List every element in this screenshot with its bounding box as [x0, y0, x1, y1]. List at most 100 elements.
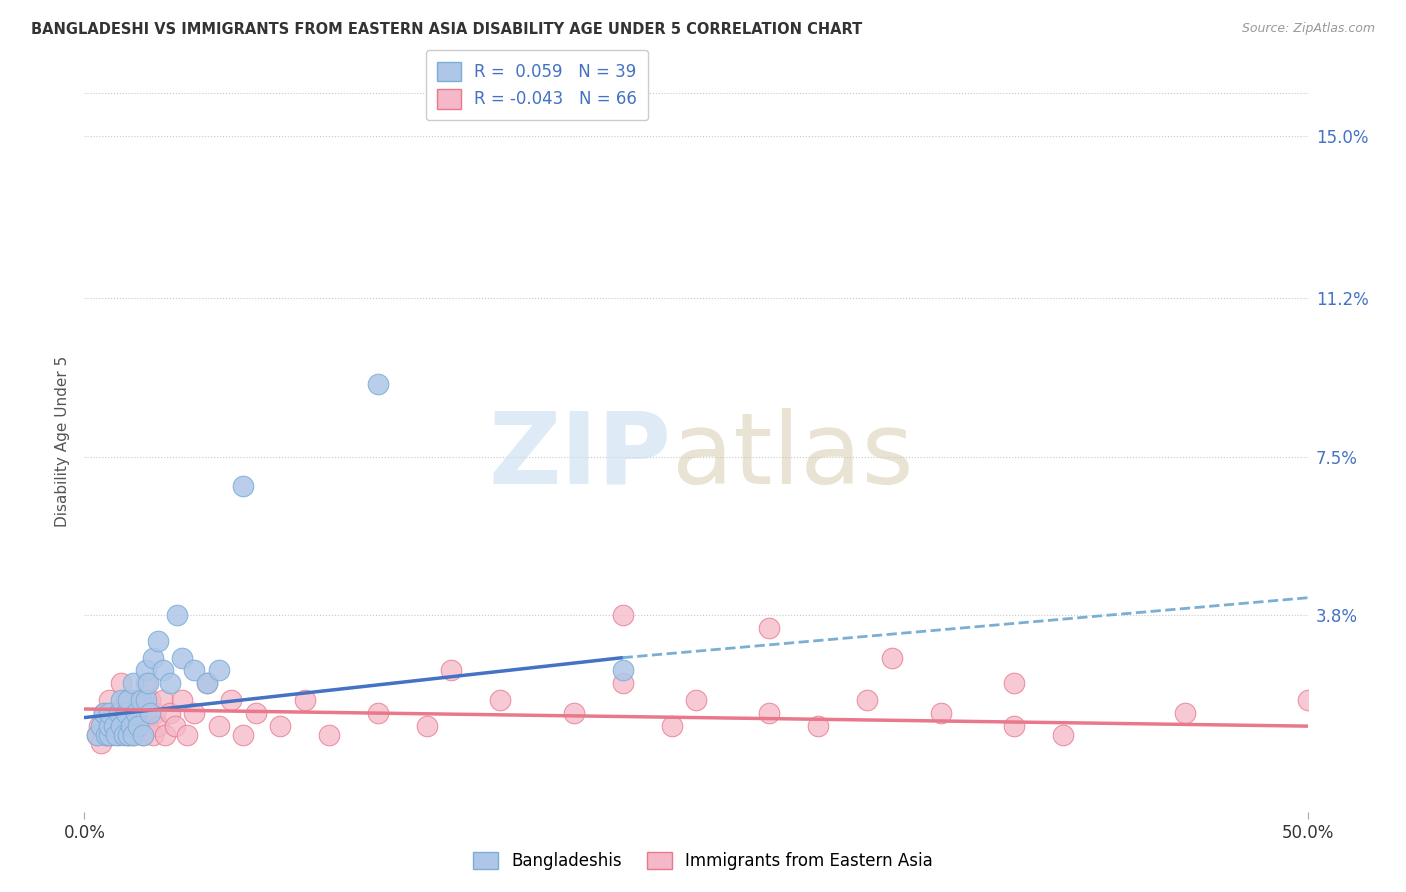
Point: [135, 676, 157, 690]
Point: [122, 693, 145, 707]
Point: [176, 728, 198, 742]
Point: [127, 719, 149, 733]
Point: [120, 719, 142, 733]
Point: [929, 706, 952, 721]
Point: [90, 736, 112, 750]
Point: [1002, 676, 1025, 690]
Point: [122, 728, 145, 742]
Point: [183, 664, 205, 678]
Point: [87, 719, 110, 733]
Point: [208, 719, 231, 733]
Point: [416, 719, 439, 733]
Point: [1174, 706, 1197, 721]
Point: [440, 664, 463, 678]
Point: [1296, 693, 1319, 707]
Legend: Bangladeshis, Immigrants from Eastern Asia: Bangladeshis, Immigrants from Eastern As…: [467, 845, 939, 877]
Point: [96, 728, 118, 742]
Point: [112, 728, 135, 742]
Point: [612, 607, 634, 622]
Point: [318, 728, 340, 742]
Point: [100, 728, 122, 742]
Point: [232, 728, 254, 742]
Point: [166, 607, 188, 622]
Text: BANGLADESHI VS IMMIGRANTS FROM EASTERN ASIA DISABILITY AGE UNDER 5 CORRELATION C: BANGLADESHI VS IMMIGRANTS FROM EASTERN A…: [31, 22, 862, 37]
Point: [112, 719, 135, 733]
Point: [110, 706, 132, 721]
Point: [269, 719, 291, 733]
Point: [136, 719, 159, 733]
Point: [152, 664, 174, 678]
Point: [105, 728, 128, 742]
Point: [195, 676, 218, 690]
Point: [143, 706, 166, 721]
Point: [232, 479, 254, 493]
Point: [132, 728, 155, 742]
Point: [135, 664, 157, 678]
Point: [120, 719, 142, 733]
Point: [107, 706, 129, 721]
Point: [367, 376, 389, 391]
Point: [142, 728, 165, 742]
Point: [97, 719, 120, 733]
Point: [172, 693, 194, 707]
Legend: R =  0.059   N = 39, R = -0.043   N = 66: R = 0.059 N = 39, R = -0.043 N = 66: [426, 50, 648, 120]
Point: [93, 706, 115, 721]
Point: [127, 719, 149, 733]
Point: [612, 664, 634, 678]
Text: Source: ZipAtlas.com: Source: ZipAtlas.com: [1241, 22, 1375, 36]
Point: [110, 676, 132, 690]
Point: [136, 676, 159, 690]
Point: [110, 693, 132, 707]
Point: [758, 706, 780, 721]
Point: [117, 706, 139, 721]
Point: [86, 728, 108, 742]
Point: [142, 650, 165, 665]
Point: [562, 706, 585, 721]
Point: [139, 693, 162, 707]
Point: [122, 676, 145, 690]
Point: [153, 728, 176, 742]
Point: [97, 693, 120, 707]
Point: [163, 719, 186, 733]
Point: [245, 706, 267, 721]
Point: [807, 719, 830, 733]
Point: [97, 706, 120, 721]
Point: [129, 693, 152, 707]
Point: [219, 693, 242, 707]
Point: [661, 719, 683, 733]
Point: [103, 706, 125, 721]
Point: [489, 693, 512, 707]
Point: [107, 728, 129, 742]
Point: [135, 706, 157, 721]
Point: [146, 719, 169, 733]
Point: [685, 693, 707, 707]
Point: [115, 706, 138, 721]
Point: [758, 621, 780, 635]
Text: atlas: atlas: [672, 408, 912, 505]
Point: [856, 693, 879, 707]
Point: [105, 719, 128, 733]
Point: [125, 706, 148, 721]
Point: [93, 706, 115, 721]
Point: [1052, 728, 1074, 742]
Point: [294, 693, 316, 707]
Point: [208, 664, 231, 678]
Point: [117, 728, 139, 742]
Point: [152, 693, 174, 707]
Point: [97, 719, 120, 733]
Point: [159, 676, 181, 690]
Point: [115, 693, 138, 707]
Point: [129, 693, 152, 707]
Point: [117, 693, 139, 707]
Point: [367, 706, 389, 721]
Y-axis label: Disability Age Under 5: Disability Age Under 5: [55, 356, 70, 527]
Point: [612, 676, 634, 690]
Point: [1002, 719, 1025, 733]
Point: [103, 719, 125, 733]
Point: [90, 719, 112, 733]
Point: [132, 728, 155, 742]
Point: [139, 706, 162, 721]
Point: [125, 706, 148, 721]
Point: [135, 693, 157, 707]
Point: [880, 650, 903, 665]
